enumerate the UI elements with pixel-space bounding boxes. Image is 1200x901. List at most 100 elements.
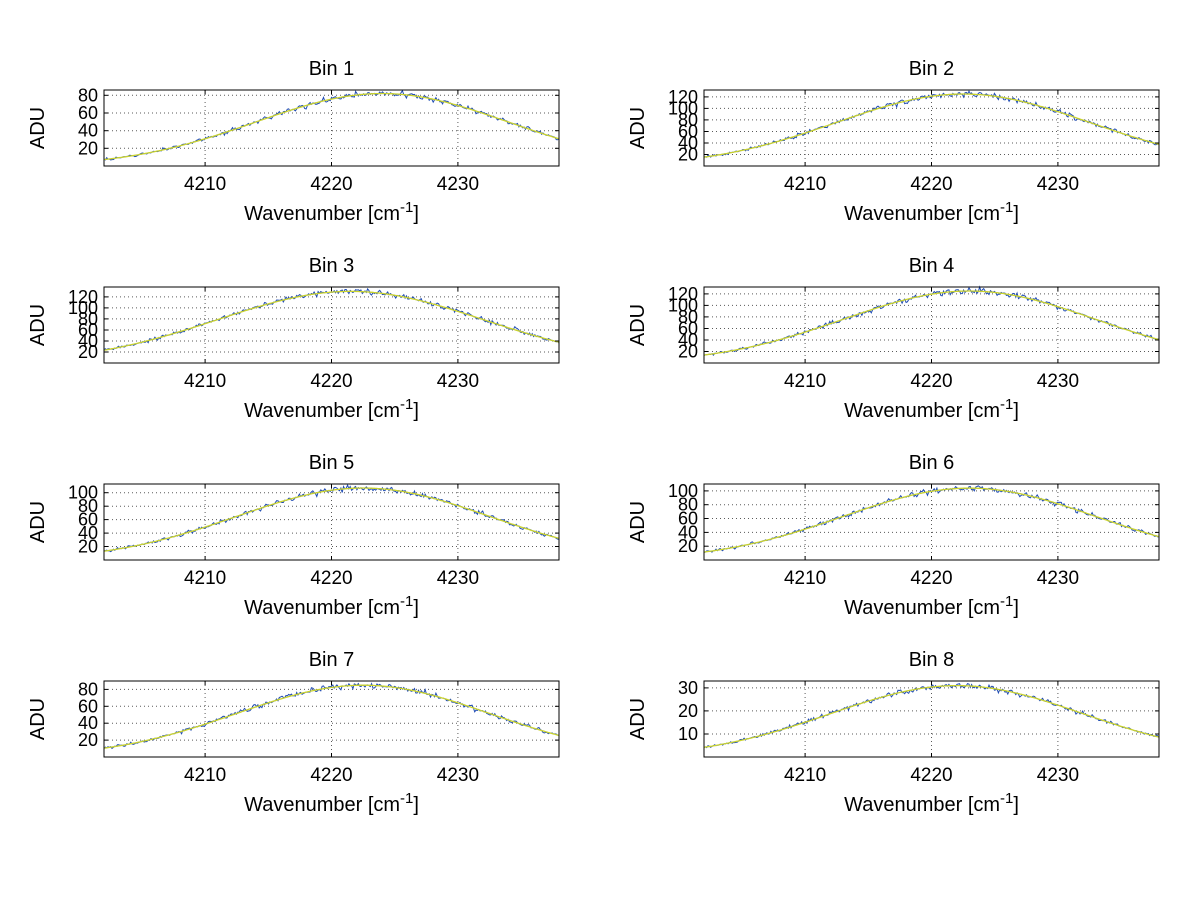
- y-tick-label: 60: [678, 122, 698, 142]
- x-axis-label-superscript: -1: [1000, 593, 1013, 610]
- subplot-bin-8: Bin 8 10 20 30 4210 4220 4230 ADU Wavenumber [cm…: [614, 639, 1186, 836]
- x-tick-label: 4220: [310, 568, 352, 589]
- subplot-title: Bin 8: [909, 649, 955, 671]
- x-tick-label: 4230: [1037, 765, 1079, 786]
- subplot-title: Bin 2: [909, 58, 955, 80]
- x-tick-label: 4230: [1037, 371, 1079, 392]
- series-smooth-fit: [703, 684, 1160, 748]
- y-tick-label: 10: [678, 724, 698, 744]
- x-tick-label: 4230: [1037, 174, 1079, 195]
- y-tick-label: 120: [668, 87, 698, 107]
- subplot-bin-5: Bin 5 20 40 60 80 100 4210 4220 4230 ADU Wavenumbe…: [14, 442, 586, 639]
- x-tick-label: 4220: [910, 174, 952, 195]
- y-tick-label: 20: [78, 342, 98, 362]
- subplot-bin-6: Bin 6 20 40 60 80 100 4210 4220 4230 ADU Wavenumbe…: [614, 442, 1186, 639]
- y-axis-label: ADU: [27, 304, 49, 346]
- series-smooth-fit: [103, 92, 560, 161]
- x-tick-label: 4210: [184, 371, 226, 392]
- x-axis-label: Wavenumber [cm-1]: [844, 199, 1019, 225]
- y-tick-label: 120: [68, 287, 98, 307]
- y-tick-label: 20: [78, 138, 98, 158]
- x-tick-label: 4210: [184, 568, 226, 589]
- y-tick-label: 40: [78, 121, 98, 141]
- x-tick-label: 4230: [1037, 568, 1079, 589]
- subplot-bin-7: Bin 7 20 40 60 80 4210 4220 4230 ADU Wavenumber […: [14, 639, 586, 836]
- x-axis-label: Wavenumber [cm-1]: [244, 396, 419, 422]
- y-axis-label: ADU: [27, 107, 49, 149]
- x-tick-label: 4230: [437, 568, 479, 589]
- y-tick-label: 20: [78, 537, 98, 557]
- y-axis-label: ADU: [627, 698, 649, 740]
- x-axis-label: Wavenumber [cm-1]: [244, 199, 419, 225]
- y-tick-label: 20: [678, 536, 698, 556]
- y-tick-label: 80: [678, 495, 698, 515]
- x-tick-label: 4230: [437, 765, 479, 786]
- subplot-title: Bin 6: [909, 452, 955, 474]
- subplot-bin-3: Bin 3 20 40 60 80 100 120 4210 4220 4230 ADU Wavenu…: [14, 245, 586, 442]
- y-tick-label: 100: [68, 483, 98, 503]
- y-tick-label: 20: [678, 145, 698, 165]
- subplot-svg: Bin 8 10 20 30 4210 4220 4230 ADU Wavenumber [cm…: [627, 649, 1160, 816]
- y-tick-label: 20: [678, 701, 698, 721]
- series-smooth-fit: [703, 93, 1160, 158]
- x-tick-label: 4220: [310, 371, 352, 392]
- y-tick-label: 40: [78, 331, 98, 351]
- series-measured-spectrum: [703, 485, 1160, 553]
- x-axis-label: Wavenumber [cm-1]: [244, 790, 419, 816]
- y-tick-label: 60: [78, 510, 98, 530]
- y-tick-label: 30: [678, 678, 698, 698]
- y-tick-label: 100: [68, 298, 98, 318]
- y-tick-label: 60: [78, 103, 98, 123]
- y-tick-label: 60: [78, 696, 98, 716]
- series-measured-spectrum: [103, 483, 560, 553]
- y-tick-label: 40: [678, 522, 698, 542]
- y-tick-label: 40: [678, 330, 698, 350]
- subplot-bin-1: Bin 1 20 40 60 80 4210 4220 4230 ADU Wavenumber […: [14, 48, 586, 245]
- x-axis-label: Wavenumber [cm-1]: [844, 396, 1019, 422]
- y-tick-label: 40: [78, 713, 98, 733]
- x-axis-label-superscript: -1: [400, 396, 413, 413]
- series-measured-spectrum: [703, 285, 1160, 357]
- y-tick-label: 80: [78, 496, 98, 516]
- series-measured-spectrum: [103, 89, 560, 161]
- y-axis-label: ADU: [627, 107, 649, 149]
- x-tick-label: 4230: [437, 174, 479, 195]
- subplot-bin-4: Bin 4 20 40 60 80 100 120 4210 4220 4230 ADU Wavenu…: [614, 245, 1186, 442]
- x-tick-label: 4210: [784, 568, 826, 589]
- x-tick-label: 4220: [310, 174, 352, 195]
- series-smooth-fit: [703, 290, 1160, 356]
- y-tick-label: 80: [678, 307, 698, 327]
- series-smooth-fit: [103, 684, 560, 749]
- y-tick-label: 120: [668, 284, 698, 304]
- y-tick-label: 80: [78, 679, 98, 699]
- y-tick-label: 80: [678, 110, 698, 130]
- x-axis-label-superscript: -1: [1000, 396, 1013, 413]
- x-axis-label-superscript: -1: [400, 593, 413, 610]
- x-axis-label-superscript: -1: [1000, 199, 1013, 216]
- series-smooth-fit: [103, 487, 560, 552]
- x-tick-label: 4220: [910, 568, 952, 589]
- subplot-grid: Bin 1 20 40 60 80 4210 4220 4230 ADU Wavenumber […: [14, 48, 1186, 836]
- subplot-title: Bin 3: [309, 255, 355, 277]
- x-tick-label: 4210: [784, 765, 826, 786]
- y-axis-label: ADU: [627, 304, 649, 346]
- y-tick-label: 60: [678, 509, 698, 529]
- series-smooth-fit: [703, 487, 1160, 553]
- subplot-bin-2: Bin 2 20 40 60 80 100 120 4210 4220 4230 ADU Wavenu…: [614, 48, 1186, 245]
- x-tick-label: 4220: [310, 765, 352, 786]
- x-tick-label: 4210: [184, 174, 226, 195]
- y-tick-label: 100: [668, 481, 698, 501]
- y-tick-label: 80: [78, 309, 98, 329]
- y-tick-label: 60: [678, 319, 698, 339]
- subplot-title: Bin 7: [309, 649, 355, 671]
- y-tick-label: 100: [668, 98, 698, 118]
- subplot-title: Bin 4: [909, 255, 955, 277]
